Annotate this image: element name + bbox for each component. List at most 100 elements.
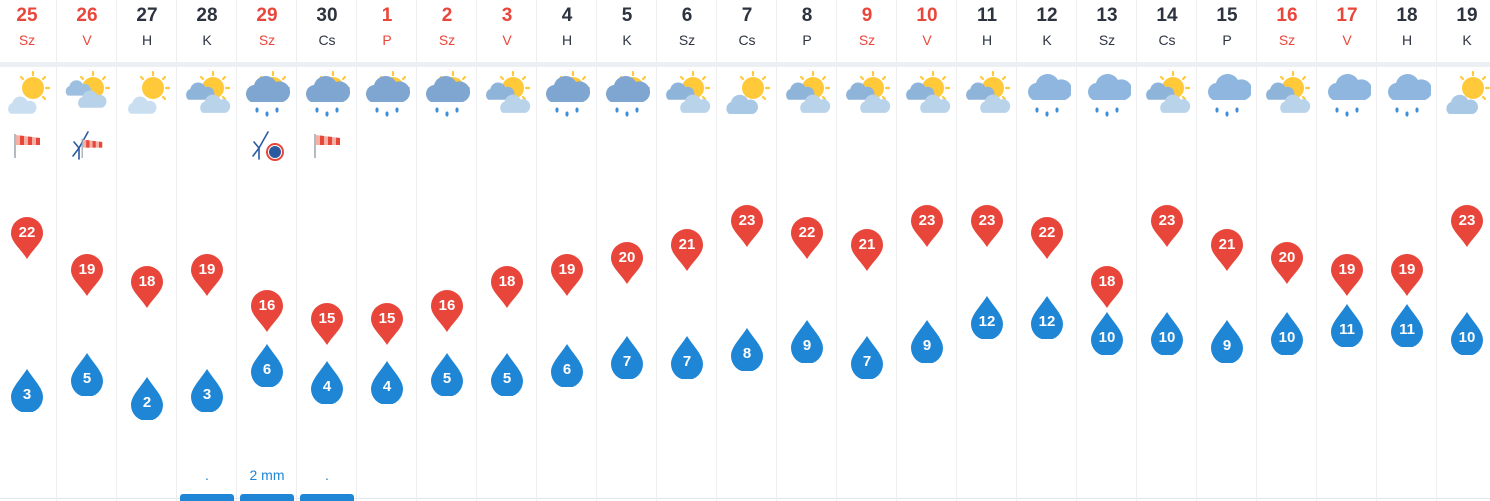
min-temp-value: 2 [142, 393, 152, 411]
day-header: 30 Cs [297, 4, 357, 50]
sun-clouds-icon [963, 70, 1011, 118]
day-number: 2 [441, 5, 453, 26]
min-temp-drop: 2 [130, 376, 164, 420]
day-abbreviation: P [382, 32, 392, 48]
day-number: 29 [256, 5, 278, 26]
min-temp-drop: 11 [1330, 303, 1364, 347]
day-column[interactable]: 6 Sz 21 7 [657, 0, 717, 501]
day-column[interactable]: 25 Sz 22 3 [0, 0, 57, 501]
day-number: 19 [1456, 5, 1478, 26]
min-temp-value: 4 [382, 377, 392, 395]
day-abbreviation: H [141, 32, 153, 48]
rain-cloud-sun-icon [243, 70, 291, 118]
day-column[interactable]: 19 K 23 10 [1437, 0, 1490, 501]
day-abbreviation: Sz [18, 32, 36, 48]
min-temp-value: 12 [1038, 312, 1056, 330]
min-temp-value: 3 [202, 385, 212, 403]
min-temp-drop: 6 [550, 343, 584, 388]
min-temp-value: 11 [1399, 320, 1415, 338]
max-temp-value: 22 [1038, 224, 1056, 242]
day-column[interactable]: 27 H 18 2 [117, 0, 177, 501]
day-column[interactable]: 15 P 21 9 [1197, 0, 1257, 501]
day-column[interactable]: 14 Cs 23 10 [1137, 0, 1197, 501]
day-header: 28 K [177, 4, 237, 50]
day-column[interactable]: 29 Sz 16 6 2 mm [237, 0, 297, 501]
day-abbreviation: Sz [258, 32, 276, 48]
max-temp-pin: 18 [130, 265, 164, 309]
max-temp-value: 15 [378, 309, 396, 327]
max-temp-value: 15 [318, 309, 336, 327]
max-temp-value: 23 [1158, 212, 1176, 229]
min-temp-drop: 8 [730, 327, 764, 372]
precipitation-amount: . [325, 467, 329, 483]
day-column[interactable]: 26 V 19 5 [57, 0, 117, 501]
day-number: 17 [1336, 5, 1358, 26]
max-temp-pin: 15 [370, 302, 404, 346]
day-abbreviation: Sz [858, 32, 876, 48]
day-number: 27 [136, 5, 158, 26]
min-temp-drop: 5 [70, 352, 104, 396]
day-column[interactable]: 13 Sz 18 10 [1077, 0, 1137, 501]
min-temp-value: 6 [562, 361, 572, 379]
day-abbreviation: K [1462, 32, 1472, 48]
max-temp-value: 18 [138, 273, 156, 290]
day-number: 4 [561, 5, 573, 26]
max-temp-value: 19 [1338, 260, 1356, 278]
day-abbreviation: H [561, 32, 573, 48]
sun-cloud-small-icon [1443, 70, 1490, 118]
day-column[interactable]: 11 H 23 12 [957, 0, 1017, 501]
day-column[interactable]: 16 Sz 20 10 [1257, 0, 1317, 501]
day-header: 27 H [117, 4, 177, 50]
day-number: 18 [1396, 5, 1418, 26]
day-abbreviation: P [802, 32, 812, 48]
max-temp-value: 23 [978, 212, 996, 229]
min-temp-drop: 7 [670, 335, 704, 380]
min-temp-drop: 11 [1390, 303, 1424, 347]
min-temp-drop: 3 [10, 368, 44, 412]
day-column[interactable]: 28 K 19 3. [177, 0, 237, 501]
day-abbreviation: K [1042, 32, 1052, 48]
day-column[interactable]: 9 Sz 21 7 [837, 0, 897, 501]
rain-cloud-sun-icon [303, 70, 351, 118]
day-column[interactable]: 1 P 15 4 [357, 0, 417, 501]
max-temp-pin: 21 [850, 228, 884, 272]
max-temp-value: 23 [1458, 212, 1476, 229]
max-temp-pin: 18 [1090, 265, 1124, 309]
sun-clouds-icon [843, 70, 891, 118]
day-column[interactable]: 2 Sz 16 5 [417, 0, 477, 501]
precipitation-bar [300, 494, 354, 501]
day-abbreviation: K [202, 32, 212, 48]
day-abbreviation: H [1401, 32, 1413, 48]
day-column[interactable]: 17 V 19 11 [1317, 0, 1377, 501]
day-header: 18 H [1377, 4, 1437, 50]
max-temp-value: 21 [678, 236, 696, 254]
day-column[interactable]: 10 V 23 9 [897, 0, 957, 501]
max-temp-pin: 23 [910, 204, 944, 248]
min-temp-value: 10 [1458, 329, 1476, 346]
max-temp-pin: 21 [670, 228, 704, 272]
day-column[interactable]: 7 Cs 23 8 [717, 0, 777, 501]
day-column[interactable]: 12 K 22 12 [1017, 0, 1077, 501]
day-column[interactable]: 18 H 19 11 [1377, 0, 1437, 501]
day-abbreviation: V [922, 32, 932, 48]
day-number: 1 [381, 5, 393, 26]
day-column[interactable]: 30 Cs 15 4. [297, 0, 357, 501]
sun-cloud-icon [123, 70, 171, 118]
day-header: 15 P [1197, 4, 1257, 50]
min-temp-value: 9 [922, 337, 932, 355]
min-temp-value: 5 [82, 369, 92, 387]
sun-cloud-small-icon [723, 70, 771, 118]
day-header: 19 K [1437, 4, 1490, 50]
max-temp-value: 21 [858, 236, 876, 254]
max-temp-pin: 16 [430, 289, 464, 333]
header-separator [0, 62, 1490, 67]
rain-cloud-sun-icon [423, 70, 471, 118]
day-abbreviation: Cs [738, 32, 756, 48]
min-temp-value: 10 [1098, 329, 1116, 346]
